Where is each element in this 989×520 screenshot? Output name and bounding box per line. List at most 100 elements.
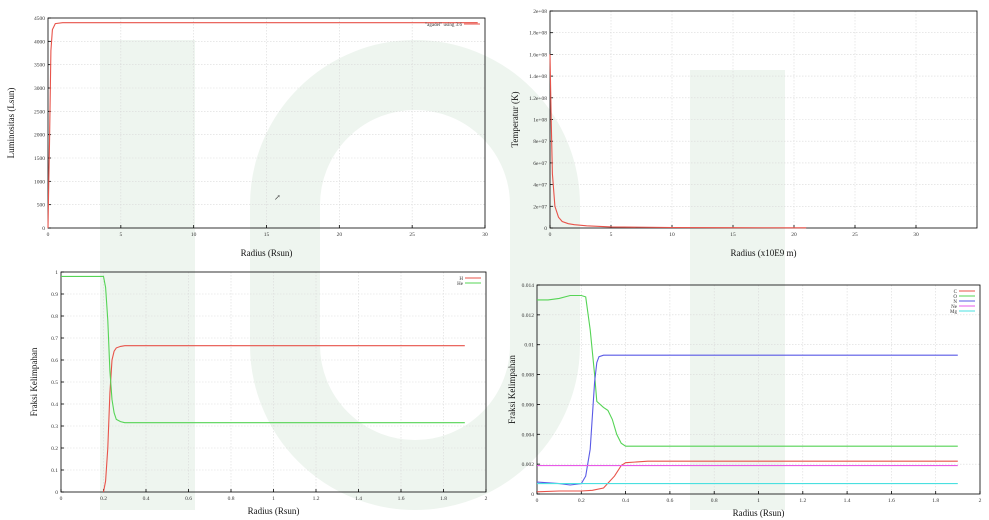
y-tick-label: 0.008 — [522, 373, 535, 379]
x-tick-label: 0.8 — [711, 498, 718, 504]
legend-label: O — [953, 295, 957, 300]
x-tick-label: 0.6 — [185, 496, 192, 502]
series-line-o — [537, 294, 958, 447]
x-tick-label: 5 — [610, 232, 613, 238]
y-tick-label: 0 — [544, 226, 547, 232]
x-tick-label: 10 — [191, 232, 197, 238]
temperature-chart: 0 5 10 15 20 25 30 0 2e+07 4e+07 6e+07 8e+07 1e+08 1.… — [510, 9, 978, 258]
y-tick-label: 4e+07 — [533, 183, 547, 189]
y-tick-label: 0.006 — [522, 402, 535, 408]
x-tick-label: 20 — [337, 232, 343, 238]
x-tick-label: 20 — [791, 232, 797, 238]
x-tick-label: 1.6 — [398, 496, 405, 502]
x-tick-label: 0 — [549, 232, 552, 238]
x-tick-label: 30 — [913, 232, 919, 238]
x-tick-label: 10 — [669, 232, 675, 238]
series-line-n — [536, 354, 958, 486]
x-tick-label: 1.8 — [932, 498, 939, 504]
plot-frame — [536, 284, 981, 495]
y-tick-label: 3000 — [34, 86, 45, 92]
y-axis-label: Fraksi Kelimpahan — [507, 355, 517, 424]
legend-label: "agadel" using 3:6 — [425, 23, 462, 28]
x-axis-label: Radius (x10E9 m) — [731, 248, 797, 258]
legend-label: Ne — [951, 305, 958, 310]
y-tick-label: 500 — [37, 203, 46, 209]
y-tick-label: 1.8e+08 — [529, 31, 547, 37]
watermark-right-bar — [690, 70, 785, 510]
series-line-h — [102, 345, 465, 493]
y-tick-label: 0.012 — [522, 313, 535, 319]
y-axis-label: Temperatur (K) — [510, 91, 520, 147]
x-tick-label: 15 — [264, 232, 270, 238]
x-tick-label: 1.2 — [799, 498, 806, 504]
y-tick-label: 1.2e+08 — [529, 96, 547, 102]
y-tick-label: 0.2 — [51, 446, 58, 452]
metal-abundance-chart: 0 0.2 0.4 0.6 0.8 1 1.2 1.4 1.6 1.8 2 0 0.002 0.004 0.… — [507, 283, 982, 518]
x-tick-label: 2 — [979, 498, 982, 504]
y-tick-label: 1.6e+08 — [529, 52, 547, 58]
x-tick-label: 1 — [757, 498, 760, 504]
series-line-main — [549, 54, 807, 229]
x-tick-label: 0 — [60, 496, 63, 502]
y-tick-label: 0.1 — [51, 468, 58, 474]
y-tick-label: 0.014 — [522, 283, 535, 289]
x-axis-label: Radius (Rsun) — [248, 506, 300, 516]
y-tick-label: 1.4e+08 — [529, 74, 547, 80]
plot-frame — [47, 17, 486, 229]
legend-label: Mg — [950, 310, 957, 315]
y-tick-label: 0.9 — [51, 292, 58, 298]
x-tick-label: 25 — [409, 232, 415, 238]
y-tick-label: 0.004 — [522, 432, 535, 438]
x-tick-label: 1.4 — [355, 496, 362, 502]
y-tick-label: 0 — [55, 490, 58, 496]
x-tick-label: 0 — [47, 232, 50, 238]
series-line-he — [61, 275, 465, 424]
x-tick-label: 0.8 — [228, 496, 235, 502]
y-tick-label: 1e+08 — [533, 118, 547, 124]
series-line-c — [536, 460, 958, 493]
y-tick-label: 4500 — [34, 16, 45, 22]
h-he-abundance-chart: 0 0.2 0.4 0.6 0.8 1 1.2 1.4 1.6 1.8 2 0 0.1 0.2 0.3 0.4… — [29, 270, 488, 516]
y-tick-label: 0.01 — [524, 343, 534, 349]
x-tick-label: 1.4 — [844, 498, 851, 504]
x-tick-label: 0.6 — [666, 498, 673, 504]
y-axis-label: Luminositas (Lsun) — [6, 88, 16, 159]
y-tick-label: 0 — [42, 226, 45, 232]
y-tick-label: 0.7 — [51, 336, 58, 342]
y-tick-label: 1000 — [34, 179, 45, 185]
x-tick-label: 5 — [119, 232, 122, 238]
x-tick-label: 25 — [852, 232, 858, 238]
y-tick-label: 3500 — [34, 63, 45, 69]
x-tick-label: 30 — [482, 232, 488, 238]
y-tick-label: 4000 — [34, 39, 45, 45]
y-tick-label: 2e+08 — [533, 9, 547, 15]
y-tick-label: 8e+07 — [533, 139, 547, 145]
y-tick-label: 0.8 — [51, 314, 58, 320]
y-axis-label: Fraksi Kelimpahan — [29, 347, 39, 416]
y-tick-label: 2500 — [34, 109, 45, 115]
y-tick-label: 2000 — [34, 133, 45, 139]
x-axis-label: Radius (Rsun) — [241, 248, 293, 258]
x-tick-label: 0.4 — [622, 498, 629, 504]
x-axis-label: Radius (Rsun) — [733, 508, 785, 518]
y-tick-label: 1 — [55, 270, 58, 276]
y-tick-label: 0 — [531, 492, 534, 498]
series-line-agadelusing36 — [47, 22, 478, 229]
x-tick-label: 15 — [730, 232, 736, 238]
x-tick-label: 1.2 — [313, 496, 320, 502]
x-tick-label: 2 — [485, 496, 488, 502]
x-tick-label: 1.8 — [440, 496, 447, 502]
luminosity-chart: 0 5 10 15 20 25 30 0 500 1000 1500 2000 2500 3000 3500… — [6, 16, 488, 258]
arrow-cursor-icon: ↗ — [274, 193, 281, 202]
x-tick-label: 0.4 — [143, 496, 150, 502]
legend-label: H — [459, 277, 463, 282]
y-tick-label: 1500 — [34, 156, 45, 162]
y-tick-label: 0.3 — [51, 424, 58, 430]
y-tick-label: 2e+07 — [533, 204, 547, 210]
x-tick-label: 0 — [536, 498, 539, 504]
y-tick-label: 0.002 — [522, 462, 535, 468]
legend-label: He — [457, 282, 464, 287]
y-tick-label: 0.6 — [51, 358, 58, 364]
x-tick-label: 0.2 — [578, 498, 585, 504]
legend-label: C — [954, 290, 958, 295]
